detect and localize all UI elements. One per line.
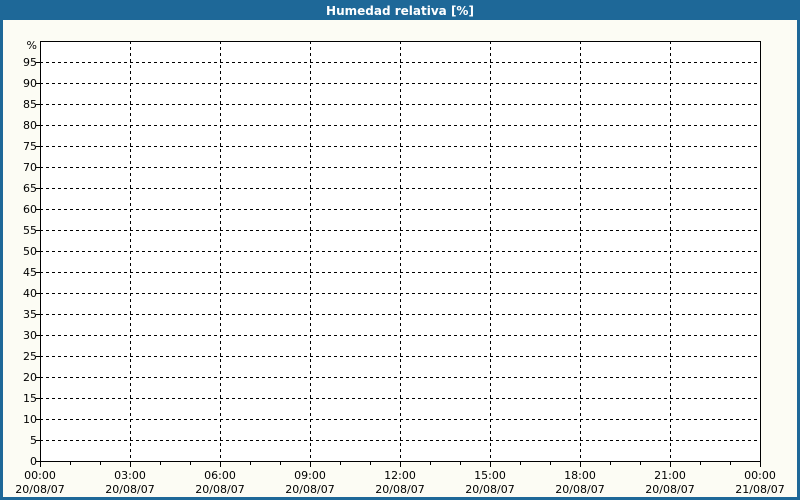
chart-title: Humedad relativa [%] — [326, 4, 474, 18]
chart-area — [3, 20, 797, 497]
chart-title-bar: Humedad relativa [%] — [0, 0, 800, 20]
